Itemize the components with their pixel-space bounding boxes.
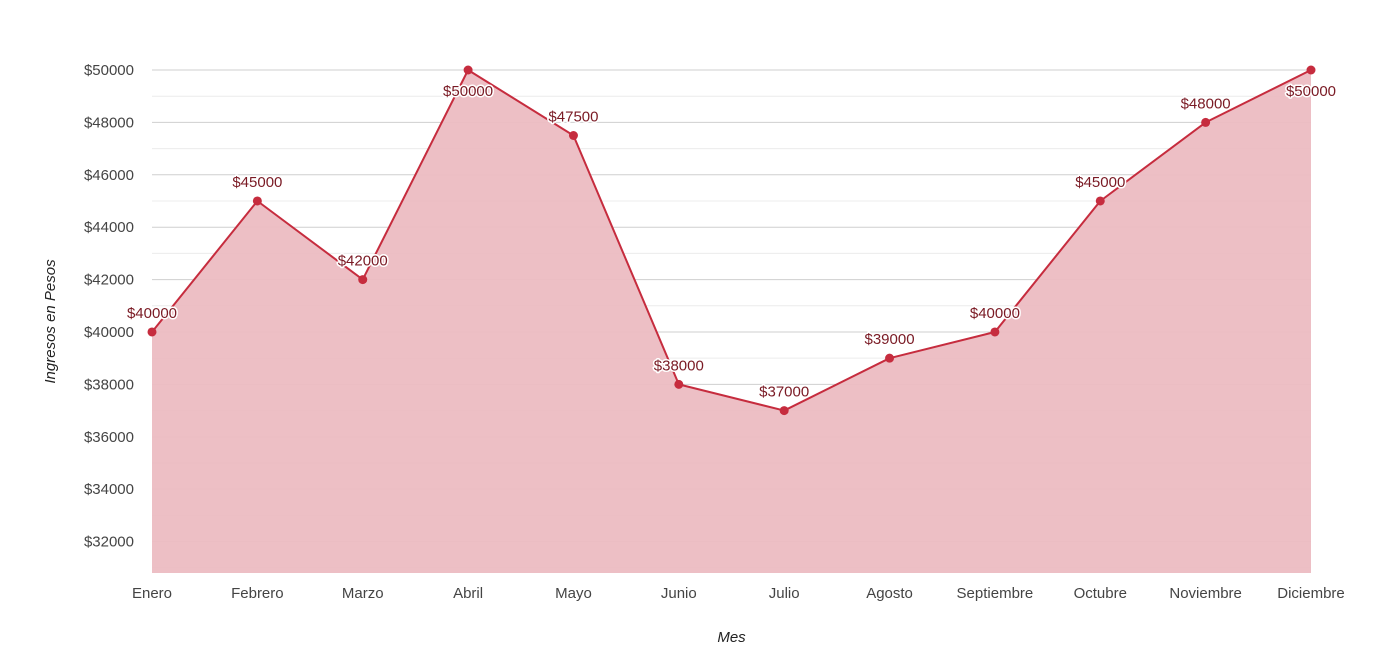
data-point[interactable] [1306,65,1316,75]
data-label: $39000 [865,331,915,348]
x-axis-title: Mes [717,629,746,645]
y-tick-label: $32000 [84,534,134,551]
y-tick-label: $40000 [84,324,134,341]
data-point[interactable] [463,65,473,75]
data-label: $50000 [1286,83,1336,100]
data-point[interactable] [1095,196,1105,206]
y-tick-label: $44000 [84,219,134,236]
data-point[interactable] [358,275,368,285]
x-tick-label: Abril [453,585,483,602]
y-tick-label: $36000 [84,429,134,446]
x-tick-label: Marzo [342,585,384,602]
x-tick-label: Diciembre [1277,585,1345,602]
area-fill [152,70,1311,573]
data-label: $50000 [443,83,493,100]
x-tick-label: Agosto [866,585,913,602]
y-axis-ticks: $32000 $34000 $36000 $38000 $40000 $42000 $440… [84,62,134,551]
y-tick-label: $50000 [84,62,134,79]
data-label: $38000 [654,357,704,374]
y-tick-label: $48000 [84,114,134,131]
y-tick-label: $42000 [84,272,134,289]
y-tick-label: $46000 [84,167,134,184]
area-series [151,69,1312,573]
x-tick-label: Febrero [231,585,284,602]
x-tick-label: Enero [132,585,172,602]
x-tick-label: Septiembre [957,585,1034,602]
data-point[interactable] [885,353,895,363]
data-point[interactable] [568,130,578,140]
x-tick-label: Mayo [555,585,592,602]
y-tick-label: $34000 [84,481,134,498]
x-tick-label: Julio [769,585,800,602]
data-point[interactable] [779,406,789,416]
x-tick-label: Noviembre [1169,585,1242,602]
data-points [147,65,1316,416]
data-label: $37000 [759,384,809,401]
data-point[interactable] [674,379,684,389]
data-point[interactable] [1201,117,1211,127]
data-point[interactable] [252,196,262,206]
data-label: $40000 [970,305,1020,322]
data-label: $48000 [1181,95,1231,112]
y-axis-title: Ingresos en Pesos [42,259,59,384]
data-label: $45000 [232,174,282,191]
data-label: $47500 [548,108,598,125]
data-point[interactable] [147,327,157,337]
data-point[interactable] [990,327,1000,337]
x-axis-ticks: Enero Febrero Marzo Abril Mayo Junio Julio Agos… [132,585,1345,602]
data-label: $42000 [338,253,388,270]
data-label: $40000 [127,305,177,322]
data-labels: $40000 $45000 $42000 $50000 $47500 $38000 $370… [125,82,1337,403]
x-tick-label: Octubre [1074,585,1127,602]
series-line [151,69,1312,412]
y-tick-label: $38000 [84,376,134,393]
x-tick-label: Junio [661,585,697,602]
data-label: $45000 [1075,174,1125,191]
